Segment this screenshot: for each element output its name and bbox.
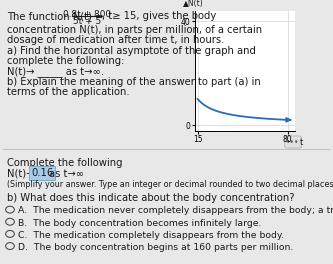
Text: D.  The body concentration begins at 160 parts per million.: D. The body concentration begins at 160 … bbox=[18, 243, 293, 252]
Text: ▲N(t): ▲N(t) bbox=[183, 0, 203, 8]
Text: dosage of medication after time t, in hours.: dosage of medication after time t, in ho… bbox=[7, 35, 225, 45]
Text: The function N(t) =: The function N(t) = bbox=[7, 11, 107, 21]
Text: 5t + 5: 5t + 5 bbox=[73, 17, 101, 26]
Text: Complete the following: Complete the following bbox=[7, 158, 123, 168]
Text: concentration N(t), in parts per million, of a certain: concentration N(t), in parts per million… bbox=[7, 25, 262, 35]
Text: terms of the application.: terms of the application. bbox=[7, 87, 130, 97]
Text: (Simplify your answer. Type an integer or decimal rounded to two decimal places : (Simplify your answer. Type an integer o… bbox=[7, 180, 333, 189]
Text: , t≥ 15, gives the body: , t≥ 15, gives the body bbox=[102, 11, 216, 21]
Text: as t→∞: as t→∞ bbox=[49, 169, 84, 179]
Text: b) What does this indicate about the body concentration?: b) What does this indicate about the bod… bbox=[7, 193, 295, 203]
Text: complete the following:: complete the following: bbox=[7, 56, 125, 66]
Text: N(t)→ _____ as t→∞.: N(t)→ _____ as t→∞. bbox=[7, 66, 105, 77]
Text: b) Explain the meaning of the answer to part (a) in: b) Explain the meaning of the answer to … bbox=[7, 77, 261, 87]
Text: C.  The medication completely disappears from the body.: C. The medication completely disappears … bbox=[18, 231, 283, 240]
Text: N(t)→: N(t)→ bbox=[7, 169, 35, 179]
Text: A.  The medication never completely disappears from the body; a trace amount rem: A. The medication never completely disap… bbox=[18, 206, 333, 215]
Text: •••: ••• bbox=[286, 138, 300, 147]
Text: B.  The body concentration becomes infinitely large.: B. The body concentration becomes infini… bbox=[18, 219, 261, 228]
Text: 0.8t + 800: 0.8t + 800 bbox=[63, 10, 111, 19]
Text: t: t bbox=[300, 138, 303, 147]
Text: 0.16: 0.16 bbox=[31, 168, 53, 178]
Text: a) Find the horizontal asymptote of the graph and: a) Find the horizontal asymptote of the … bbox=[7, 46, 256, 56]
